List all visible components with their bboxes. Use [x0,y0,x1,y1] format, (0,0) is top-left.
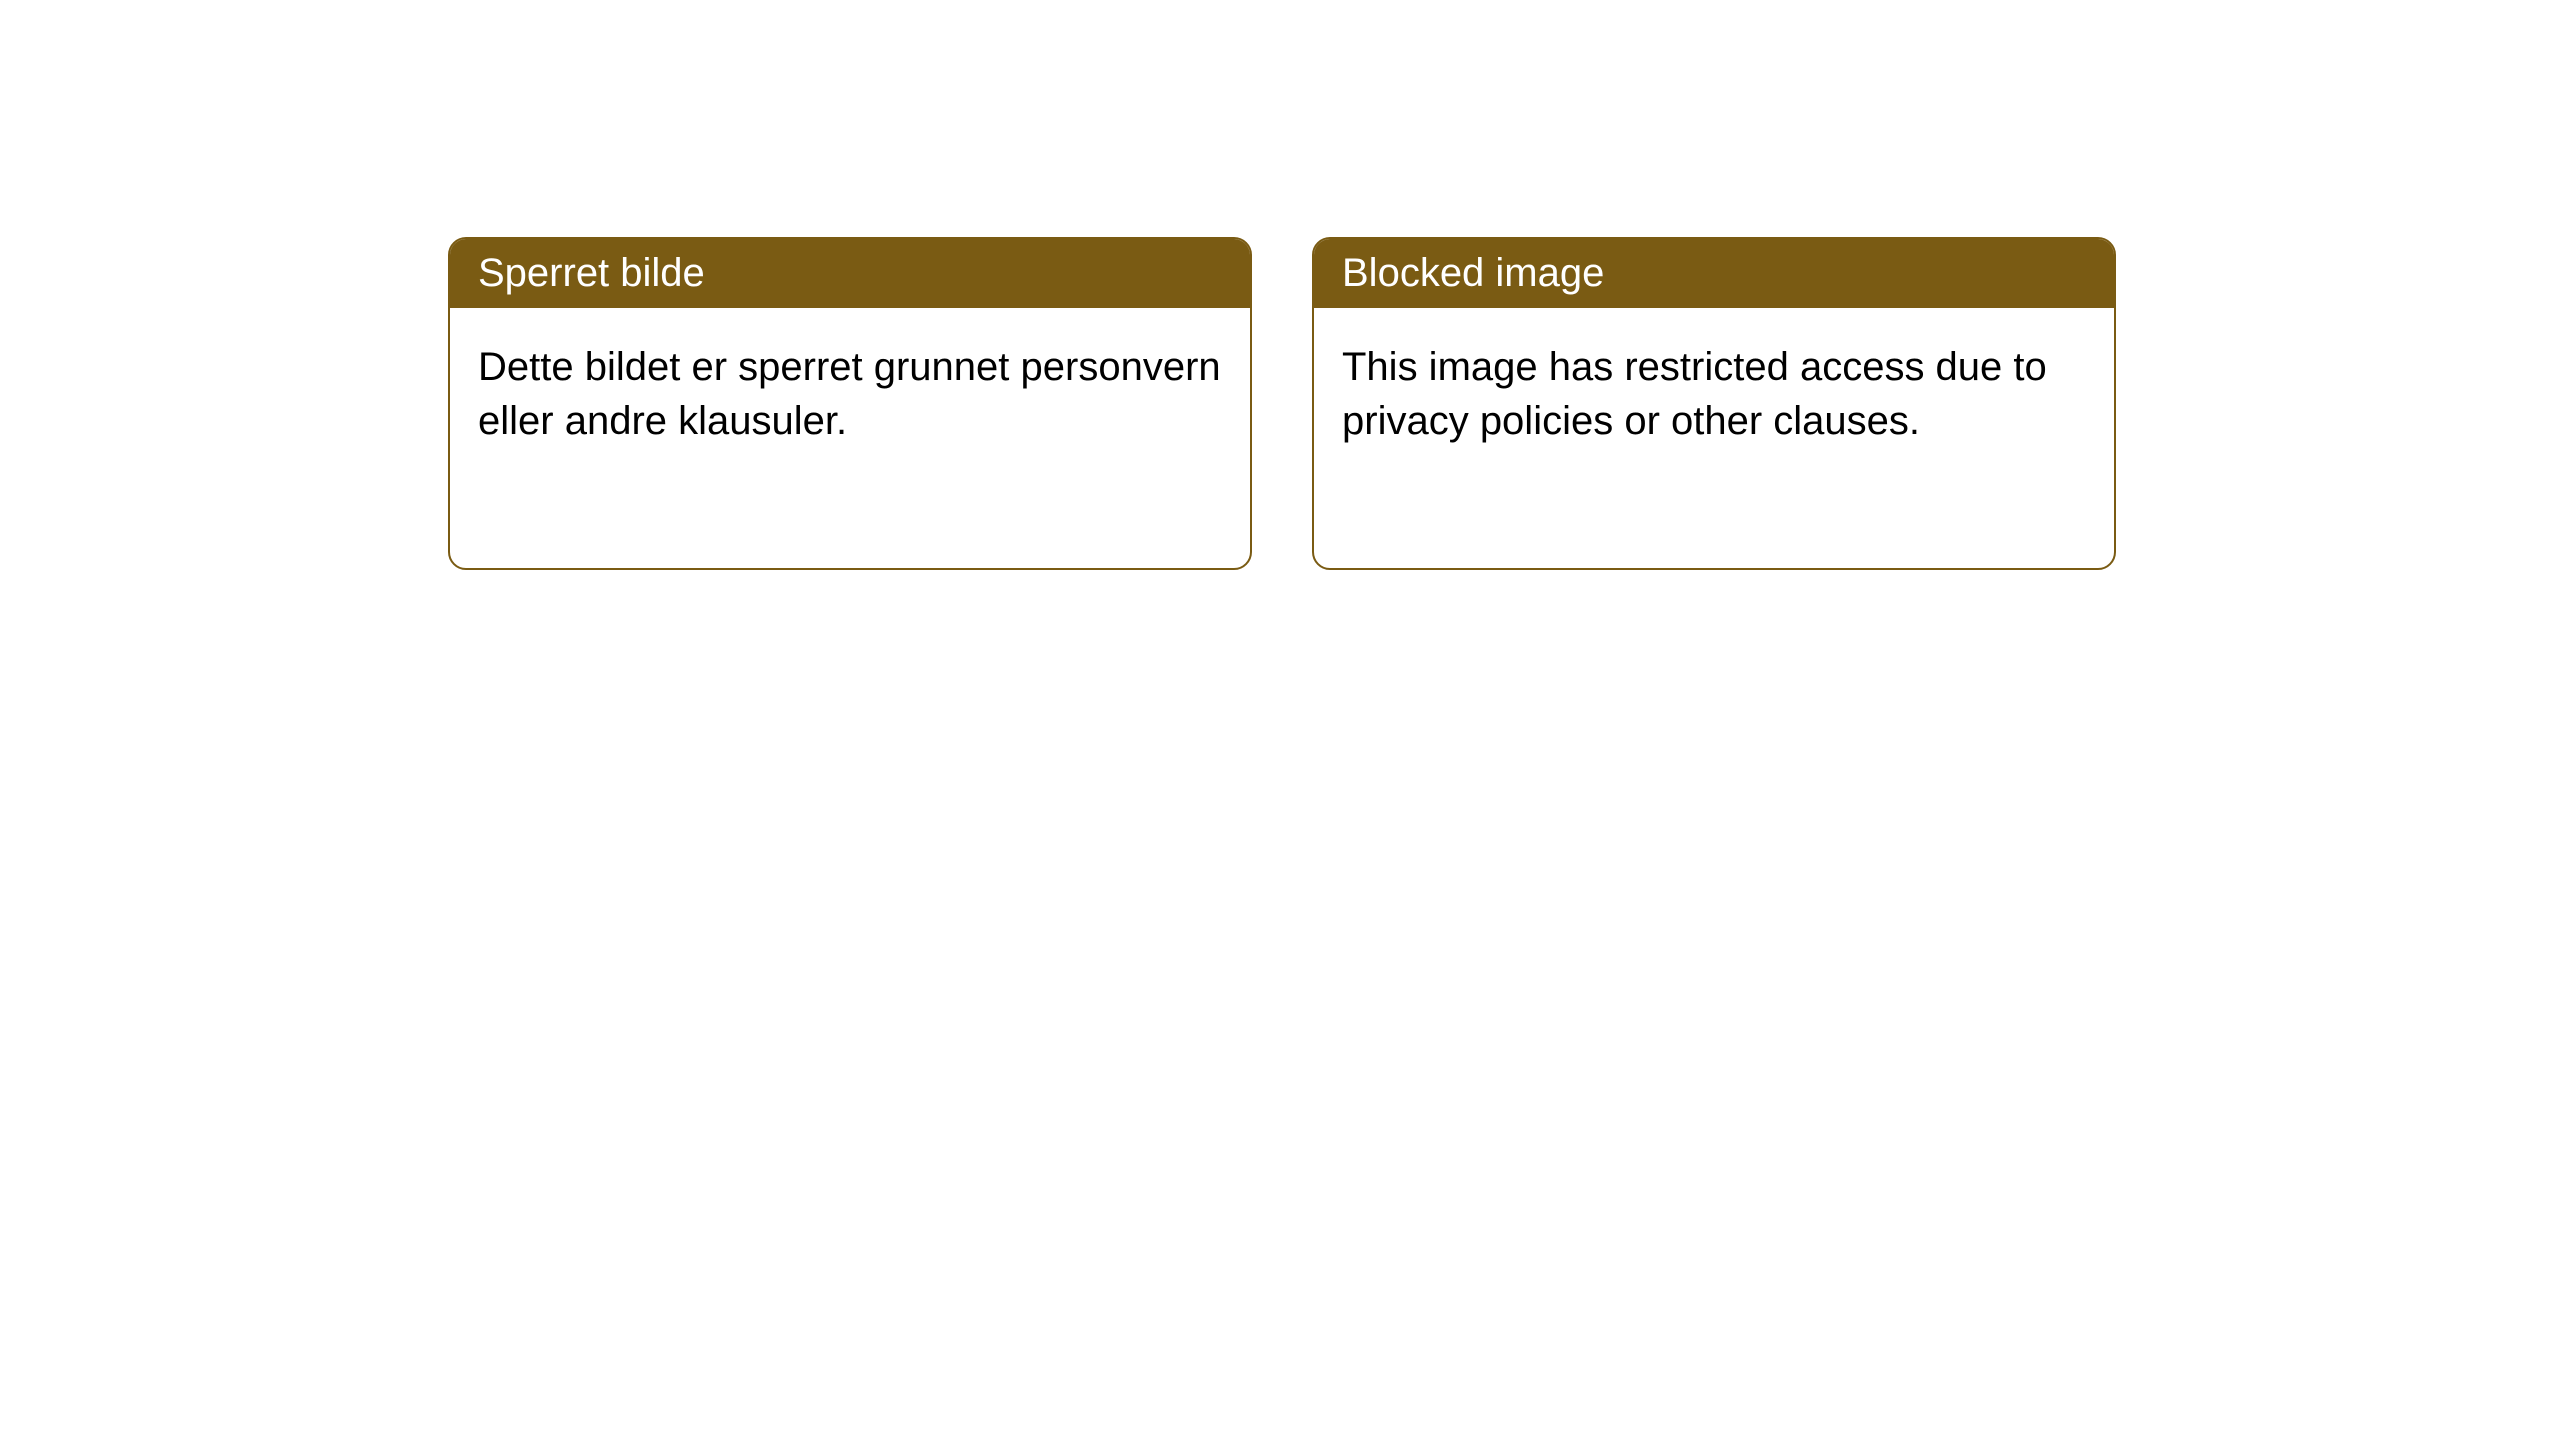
card-message: Dette bildet er sperret grunnet personve… [478,340,1222,448]
card-header: Sperret bilde [450,239,1250,308]
notice-card-norwegian: Sperret bilde Dette bildet er sperret gr… [448,237,1252,570]
card-body: This image has restricted access due to … [1314,308,2114,568]
card-message: This image has restricted access due to … [1342,340,2086,448]
card-body: Dette bildet er sperret grunnet personve… [450,308,1250,568]
card-header: Blocked image [1314,239,2114,308]
notice-cards-container: Sperret bilde Dette bildet er sperret gr… [448,237,2116,570]
card-title: Sperret bilde [478,251,705,295]
notice-card-english: Blocked image This image has restricted … [1312,237,2116,570]
card-title: Blocked image [1342,251,1604,295]
